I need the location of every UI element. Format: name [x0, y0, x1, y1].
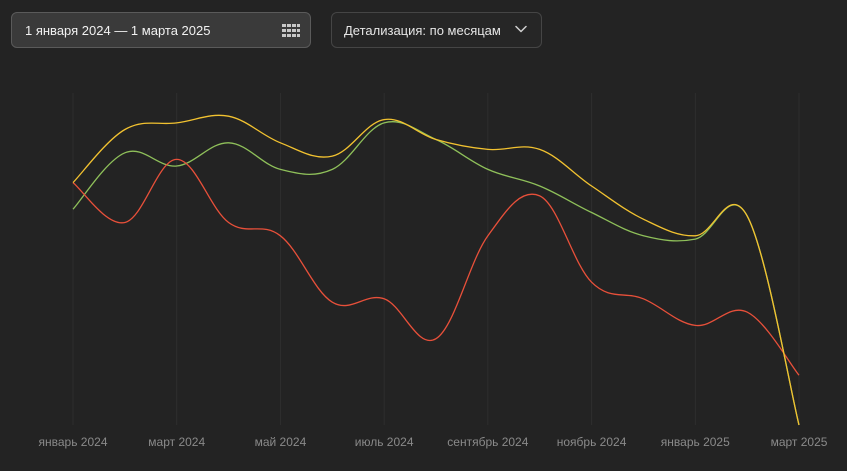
detail-level-label: Детализация: по месяцам	[344, 23, 501, 38]
series-line	[72, 121, 800, 426]
date-range-picker[interactable]: 1 января 2024 — 1 марта 2025	[11, 12, 311, 48]
x-tick-label: ноябрь 2024	[557, 435, 627, 449]
detail-level-select[interactable]: Детализация: по месяцам	[331, 12, 542, 48]
x-tick-label: март 2024	[148, 435, 205, 449]
series-line	[72, 158, 800, 376]
x-axis-ticks: январь 2024 март 2024 май 2024 июль 2024 сен…	[39, 435, 828, 449]
x-tick-label: июль 2024	[355, 435, 414, 449]
date-range-label: 1 января 2024 — 1 марта 2025	[25, 23, 211, 38]
chart-grid	[72, 93, 800, 425]
x-tick-label: май 2024	[255, 435, 307, 449]
x-tick-label: март 2025	[771, 435, 828, 449]
x-tick-label: январь 2024	[39, 435, 108, 449]
x-tick-label: январь 2025	[661, 435, 730, 449]
series-line	[72, 114, 800, 426]
x-tick-label: сентябрь 2024	[447, 435, 528, 449]
chart-series	[72, 114, 800, 426]
chart-toolbar: 1 января 2024 — 1 марта 2025 Детализация…	[11, 12, 551, 48]
chevron-down-icon	[515, 25, 527, 33]
calendar-icon	[282, 24, 300, 37]
